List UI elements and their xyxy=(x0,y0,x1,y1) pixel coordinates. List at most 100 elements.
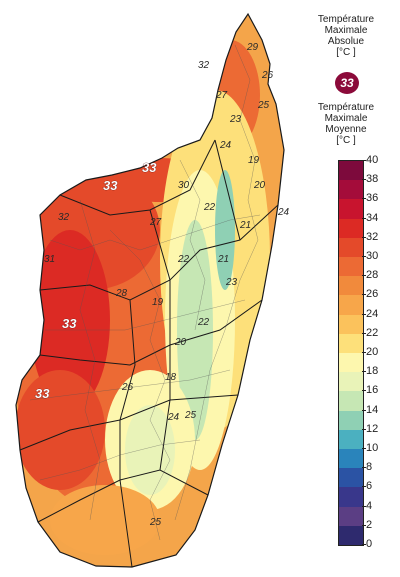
colorbar-band xyxy=(339,276,363,296)
colorbar-band xyxy=(339,161,363,181)
colorbar-tick-label: 36 xyxy=(366,192,379,205)
colorbar-tick-mark xyxy=(362,448,366,449)
colorbar-tick-label: 34 xyxy=(366,211,379,224)
colorbar-band xyxy=(339,353,363,373)
district-label: 32 xyxy=(198,60,210,71)
district-label: 25 xyxy=(184,410,197,421)
district-labels: 29 32 26 25 27 23 24 19 20 22 21 24 33 3… xyxy=(35,42,290,528)
colorbar-band xyxy=(339,391,363,412)
colorbar-tick-mark xyxy=(362,256,366,257)
colorbar-tick-label: 6 xyxy=(366,480,373,493)
colorbar-tick-label: 14 xyxy=(366,403,379,416)
colorbar-band xyxy=(339,237,363,258)
island-outline xyxy=(15,12,285,568)
district-label: 28 xyxy=(115,288,128,299)
colorbar-tick-label: 16 xyxy=(366,384,379,397)
colorbar-tick-mark xyxy=(362,332,366,334)
colorbar-tick-label: 20 xyxy=(366,346,379,358)
colorbar-tick-mark xyxy=(362,294,366,296)
colorbar-tick-mark xyxy=(362,544,366,545)
colorbar-tick-label: 10 xyxy=(366,442,379,454)
colorbar-band xyxy=(339,506,363,527)
colorbar-tick-mark xyxy=(362,505,366,507)
colorbar-band xyxy=(339,372,363,392)
colorbar-tick-mark xyxy=(362,179,366,181)
colorbar-tick-label: 4 xyxy=(366,499,373,512)
colorbar-tick-label: 0 xyxy=(366,538,373,550)
colorbar-tick-label: 40 xyxy=(366,154,379,166)
colorbar-tick-label: 12 xyxy=(366,422,379,435)
colorbar-band xyxy=(339,333,363,354)
colorbar-band xyxy=(339,295,363,316)
colorbar-tick-label: 18 xyxy=(366,365,379,378)
colorbar-band xyxy=(339,314,363,335)
district-label: 22 xyxy=(197,317,210,328)
colorbar-tick-label: 32 xyxy=(366,230,379,243)
district-label: 24 xyxy=(219,140,232,151)
colorbar-tick-label: 24 xyxy=(366,307,379,320)
colorbar-tick-mark xyxy=(362,198,366,200)
district-label: 30 xyxy=(178,180,190,191)
colorbar-tick-label: 26 xyxy=(366,288,379,301)
absolute-max-label: 33 xyxy=(62,316,77,331)
district-label: 26 xyxy=(261,70,274,81)
colorbar-tick-mark xyxy=(362,390,366,392)
district-label: 19 xyxy=(248,155,260,166)
colorbar-tick-mark xyxy=(362,313,366,315)
district-label: 20 xyxy=(253,180,266,191)
colorbar-tick-label: 28 xyxy=(366,269,379,282)
district-label: 27 xyxy=(149,217,162,228)
colorbar-tick-mark xyxy=(362,409,366,411)
colorbar-tick-mark xyxy=(362,467,366,469)
colorbar-band xyxy=(339,525,363,546)
colorbar-tick-mark xyxy=(362,524,366,526)
colorbar-band xyxy=(339,180,363,200)
colorbar-tick-mark xyxy=(362,236,366,238)
absolute-max-label: 33 xyxy=(103,178,118,193)
legend-absolute-title: Température Maximale Absolue [°C ] xyxy=(317,14,375,58)
district-label: 31 xyxy=(44,254,55,265)
colorbar-band xyxy=(339,410,363,431)
district-label: 23 xyxy=(229,114,242,125)
colorbar-tick-mark xyxy=(362,217,366,219)
district-label: 24 xyxy=(277,207,290,218)
colorbar-band xyxy=(339,199,363,220)
colorbar-tick-mark xyxy=(362,486,366,488)
colorbar xyxy=(338,160,364,546)
absolute-max-badge: 33 xyxy=(335,72,359,94)
colorbar-band xyxy=(339,429,363,450)
district-boundaries xyxy=(29,44,261,541)
district-label: 19 xyxy=(152,297,164,308)
colorbar-tick-mark xyxy=(362,371,366,373)
colorbar-band xyxy=(339,487,363,508)
colorbar-tick-label: 8 xyxy=(366,461,373,474)
colorbar-band xyxy=(339,468,363,488)
district-label: 22 xyxy=(203,202,216,213)
district-label: 32 xyxy=(58,212,70,223)
colorbar-band xyxy=(339,257,363,277)
colorbar-tick-mark xyxy=(362,428,366,430)
colorbar-tick-label: 38 xyxy=(366,173,379,186)
colorbar-tick-mark xyxy=(362,160,366,161)
district-label: 23 xyxy=(225,277,238,288)
district-label: 27 xyxy=(215,90,228,101)
legend: Température Maximale Absolue [°C ] 33 Te… xyxy=(300,14,400,574)
district-label: 29 xyxy=(246,42,259,53)
colorbar-tick-label: 22 xyxy=(366,326,379,339)
absolute-max-label: 33 xyxy=(35,386,50,401)
district-label: 25 xyxy=(149,517,162,528)
colorbar-band xyxy=(339,218,363,239)
district-label: 21 xyxy=(217,254,229,265)
absolute-max-label: 33 xyxy=(142,160,157,175)
legend-mean-title: Température Maximale Moyenne [°C ] xyxy=(317,102,375,146)
district-label: 25 xyxy=(257,100,270,111)
colorbar-tick-mark xyxy=(362,275,366,277)
colorbar-band xyxy=(339,449,363,469)
colorbar-tick-mark xyxy=(362,352,366,353)
district-label: 22 xyxy=(177,254,190,265)
district-label: 18 xyxy=(165,372,177,383)
district-label: 21 xyxy=(239,220,251,231)
madagascar-temperature-map: 29 32 26 25 27 23 24 19 20 22 21 24 33 3… xyxy=(15,12,290,568)
colorbar-tick-label: 30 xyxy=(366,250,379,262)
region-boundaries xyxy=(19,139,279,568)
